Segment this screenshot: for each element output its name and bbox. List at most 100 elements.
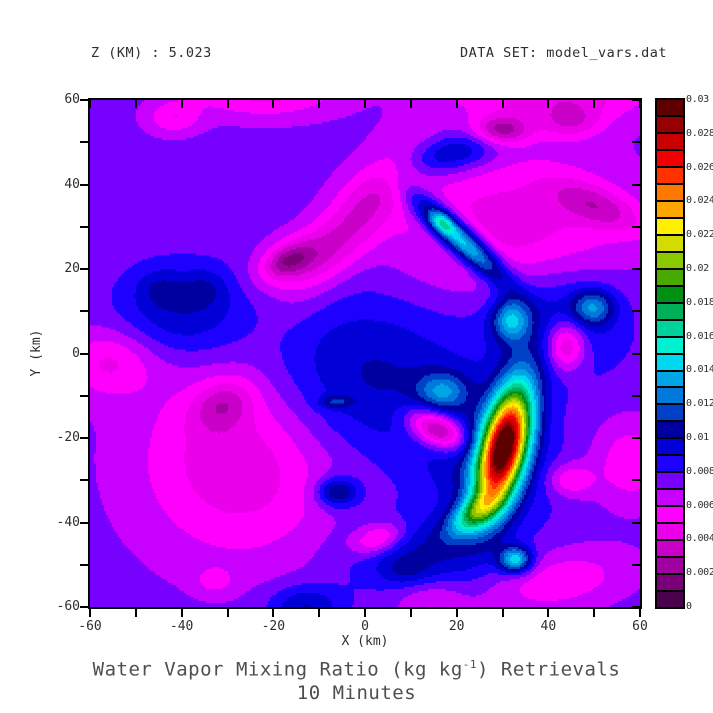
x-tick-label-60: 60 bbox=[632, 619, 648, 634]
colorbar-box-level-9 bbox=[657, 439, 683, 457]
colorbar-label-0.006: 0.006 bbox=[686, 499, 713, 511]
x-tick-top bbox=[318, 100, 321, 108]
y-tick-label-20: 20 bbox=[64, 261, 80, 276]
chart-title-post: ) Retrievals bbox=[477, 658, 621, 681]
y-tick-label--20: -20 bbox=[56, 430, 80, 445]
x-tick-bottom bbox=[272, 609, 275, 617]
colorbar-box-level-19 bbox=[657, 269, 683, 287]
x-tick-bottom bbox=[501, 609, 504, 617]
y-tick-label--60: -60 bbox=[56, 599, 80, 614]
z-level-label: Z (KM) : 5.023 bbox=[91, 45, 212, 61]
x-tick-top bbox=[180, 100, 183, 108]
y-tick-right bbox=[632, 183, 640, 186]
x-tick-top bbox=[134, 100, 137, 108]
y-tick-label-60: 60 bbox=[64, 92, 80, 107]
x-axis-title: X (km) bbox=[341, 634, 389, 649]
colorbar-box-level-2 bbox=[657, 558, 683, 576]
y-tick-left bbox=[80, 521, 88, 524]
colorbar-box-level-21 bbox=[657, 235, 683, 253]
colorbar-box-level-8 bbox=[657, 456, 683, 474]
y-tick-label-0: 0 bbox=[72, 345, 80, 361]
colorbar-box-level-17 bbox=[657, 303, 683, 321]
x-tick-top bbox=[501, 100, 504, 108]
x-tick-bottom bbox=[547, 609, 550, 617]
colorbar-box-level-16 bbox=[657, 320, 683, 338]
colorbar bbox=[655, 98, 685, 609]
colorbar-label-0.004: 0.004 bbox=[686, 533, 713, 545]
x-tick-bottom bbox=[593, 609, 596, 617]
plot-area bbox=[88, 98, 642, 609]
colorbar-label-0.028: 0.028 bbox=[686, 127, 713, 139]
y-tick-right bbox=[632, 99, 640, 101]
colorbar-box-level-13 bbox=[657, 371, 683, 389]
x-tick-top bbox=[409, 100, 412, 108]
colorbar-box-level-23 bbox=[657, 201, 683, 219]
x-tick-bottom bbox=[455, 609, 458, 617]
colorbar-box-level-24 bbox=[657, 184, 683, 202]
x-tick-top bbox=[547, 100, 550, 108]
y-tick-right bbox=[632, 479, 640, 482]
x-tick-bottom bbox=[639, 609, 641, 617]
y-tick-right bbox=[632, 394, 640, 397]
x-tick-top bbox=[364, 100, 366, 108]
colorbar-label-0.022: 0.022 bbox=[686, 229, 713, 241]
x-tick-label-0: 0 bbox=[361, 619, 369, 634]
y-axis-title: Y (km) bbox=[29, 329, 44, 377]
colorbar-label-0.026: 0.026 bbox=[686, 161, 713, 173]
y-tick-right bbox=[632, 563, 640, 566]
contour-field-canvas bbox=[90, 100, 640, 607]
colorbar-label-0.03: 0.03 bbox=[686, 94, 709, 105]
colorbar-box-level-28 bbox=[657, 116, 683, 134]
x-tick-label-20: 20 bbox=[448, 619, 465, 634]
colorbar-box-level-11 bbox=[657, 405, 683, 423]
colorbar-box-level-26 bbox=[657, 150, 683, 168]
colorbar-box-level-12 bbox=[657, 388, 683, 406]
y-tick-right bbox=[632, 268, 640, 270]
y-tick-left bbox=[80, 310, 88, 313]
colorbar-label-0.018: 0.018 bbox=[686, 296, 713, 308]
x-tick-top bbox=[455, 100, 458, 108]
colorbar-label-0.02: 0.02 bbox=[686, 263, 709, 274]
chart-title-pre: Water Vapor Mixing Ratio (kg kg bbox=[92, 658, 463, 681]
chart-title-superscript: -1 bbox=[462, 658, 478, 671]
colorbar-box-level-20 bbox=[657, 252, 683, 270]
y-tick-left bbox=[80, 479, 88, 482]
y-tick-left bbox=[80, 352, 88, 355]
y-tick-label--40: -40 bbox=[56, 514, 80, 530]
colorbar-label-0.024: 0.024 bbox=[686, 195, 713, 207]
y-tick-left bbox=[80, 268, 88, 270]
colorbar-box-level-5 bbox=[657, 507, 683, 525]
colorbar-label-0.01: 0.01 bbox=[686, 432, 709, 443]
x-tick-top bbox=[593, 100, 596, 108]
y-tick-right bbox=[632, 310, 640, 313]
y-tick-left bbox=[80, 141, 88, 144]
x-tick-label--20: -20 bbox=[261, 619, 286, 634]
x-tick-bottom bbox=[409, 609, 412, 617]
y-tick-right bbox=[632, 437, 640, 439]
y-tick-right bbox=[632, 225, 640, 228]
colorbar-box-level-10 bbox=[657, 422, 683, 440]
y-tick-left bbox=[80, 183, 88, 186]
y-tick-left bbox=[80, 437, 88, 439]
x-tick-label--40: -40 bbox=[169, 619, 194, 634]
chart-subtitle: 10 Minutes bbox=[296, 682, 417, 705]
colorbar-label-0.014: 0.014 bbox=[686, 364, 713, 376]
x-tick-top bbox=[89, 100, 91, 108]
x-tick-label--60: -60 bbox=[78, 619, 102, 634]
y-tick-left bbox=[80, 394, 88, 397]
x-tick-top bbox=[639, 100, 641, 108]
colorbar-label-0.002: 0.002 bbox=[686, 567, 713, 579]
y-tick-right bbox=[632, 521, 640, 524]
x-tick-bottom bbox=[89, 609, 91, 617]
x-tick-bottom bbox=[318, 609, 321, 617]
x-tick-top bbox=[272, 100, 275, 108]
y-tick-label-40: 40 bbox=[64, 176, 80, 192]
chart-title-block: Water Vapor Mixing Ratio (kg kg-1) Retri… bbox=[0, 658, 713, 704]
colorbar-label-0.012: 0.012 bbox=[686, 398, 713, 410]
colorbar-box-level-15 bbox=[657, 337, 683, 355]
colorbar-box-level-18 bbox=[657, 286, 683, 304]
colorbar-label-0.016: 0.016 bbox=[686, 330, 713, 342]
colorbar-box-level-4 bbox=[657, 524, 683, 542]
colorbar-label-0.008: 0.008 bbox=[686, 465, 713, 477]
y-tick-left bbox=[80, 606, 88, 608]
